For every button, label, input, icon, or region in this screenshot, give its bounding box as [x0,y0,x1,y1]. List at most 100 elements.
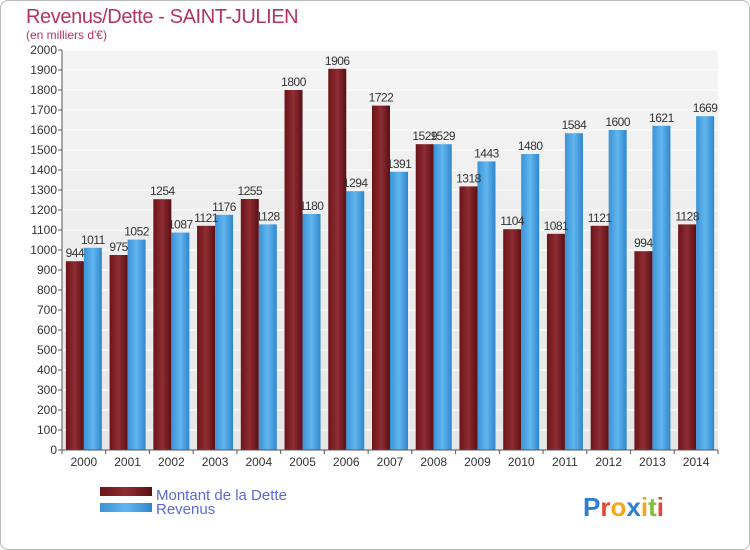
y-tick-label: 1600 [30,123,57,137]
bar-revenus [564,133,583,450]
y-tick-label: 800 [37,283,57,297]
y-tick-label: 1200 [30,203,57,217]
data-label-revenus: 1176 [212,200,237,214]
bar-debt [634,251,653,450]
y-tick-label: 1900 [30,63,57,77]
x-tick-label: 2007 [377,455,404,469]
y-tick-label: 300 [37,383,57,397]
bar-revenus [83,247,102,450]
bar-debt [65,261,84,450]
data-label-debt: 1800 [281,75,307,89]
data-label-debt: 1722 [369,91,395,105]
bar-debt [153,199,172,450]
y-tick-label: 700 [37,303,57,317]
bar-debt [197,225,216,450]
x-tick-label: 2014 [683,455,710,469]
x-tick-label: 2013 [639,455,666,469]
x-tick-label: 2000 [71,455,98,469]
legend-swatch-revenus [100,503,152,512]
logo-letter: i [641,492,648,522]
bar-revenus [433,144,452,450]
data-label-revenus: 1529 [430,129,456,143]
data-label-revenus: 1294 [343,176,369,190]
data-label-debt: 1255 [237,184,263,198]
data-label-debt: 994 [634,236,653,250]
y-tick-label: 1400 [30,163,57,177]
y-tick-label: 1000 [30,243,57,257]
y-tick-label: 1800 [30,83,57,97]
logo-letter: x [626,492,641,522]
bar-debt [678,224,697,450]
bars [65,68,715,451]
bar-revenus [521,154,540,450]
legend: Montant de la Dette Revenus [100,487,287,518]
data-label-revenus: 1669 [693,101,719,115]
data-label-revenus: 1011 [81,233,106,247]
bar-revenus [652,125,671,451]
x-tick-label: 2010 [508,455,535,469]
y-tick-label: 1100 [31,223,57,237]
y-tick-label: 200 [37,403,57,417]
bar-revenus [127,239,146,450]
logo-letter: r [600,492,610,522]
y-tick-label: 2000 [30,43,57,57]
logo-letter: P [583,492,600,522]
bar-debt [284,90,303,450]
bar-revenus [608,130,627,450]
bar-debt [328,68,347,451]
x-tick-label: 2004 [245,455,272,469]
logo-letter: i [657,492,664,522]
y-tick-label: 0 [50,443,57,457]
data-label-debt: 1529 [412,129,438,143]
chart-subtitle: (en milliers d'€) [26,28,107,42]
x-tick-label: 2006 [333,455,360,469]
bar-debt [503,229,522,450]
y-tick-label: 1500 [30,143,57,157]
y-tick-label: 900 [37,263,57,277]
legend-label-revenus: Revenus [156,501,215,518]
data-label-debt: 1104 [500,214,525,228]
logo-letter: t [648,492,657,522]
x-tick-label: 2003 [202,455,229,469]
data-label-debt: 975 [109,240,128,254]
y-tick-label: 500 [37,343,57,357]
proxiti-logo: Proxiti [583,492,664,522]
y-tick-label: 400 [37,363,57,377]
data-label-debt: 1128 [675,209,700,223]
x-tick-label: 2011 [552,455,578,469]
bar-debt [240,199,259,450]
data-label-revenus: 1480 [518,139,544,153]
bar-debt [590,225,609,450]
legend-item-revenus: Revenus [100,501,215,518]
data-label-debt: 1318 [456,171,482,185]
data-label-revenus: 1584 [562,118,588,132]
data-label-revenus: 1052 [124,225,150,239]
data-label-revenus: 1087 [168,218,194,232]
bar-revenus [302,214,321,450]
data-label-debt: 944 [66,246,85,260]
data-label-debt: 1121 [588,211,613,225]
x-tick-label: 2001 [114,455,141,469]
data-label-debt: 1121 [194,211,219,225]
data-label-revenus: 1128 [256,209,281,223]
bar-revenus [477,161,496,450]
bar-debt [415,144,434,450]
data-label-revenus: 1621 [649,111,675,125]
x-axis-ticks: 2000 2001 2002 2003 2004 2005 2006 2007 2008 2009… [61,450,719,469]
bar-revenus [171,232,190,450]
data-label-revenus: 1600 [605,115,631,129]
legend-item-debt: Montant de la Dette [100,487,287,504]
legend-label-debt: Montant de la Dette [156,487,287,504]
legend-swatch-debt [100,487,152,496]
data-label-revenus: 1391 [387,157,413,171]
bar-revenus [258,224,277,450]
data-label-revenus: 1443 [474,146,500,160]
y-tick-label: 600 [37,323,57,337]
bar-revenus [390,171,408,451]
data-label-debt: 1254 [150,184,176,198]
data-label-debt: 1081 [544,219,570,233]
bar-debt [372,105,390,450]
bar-revenus [346,191,365,450]
y-tick-label: 100 [37,423,57,437]
